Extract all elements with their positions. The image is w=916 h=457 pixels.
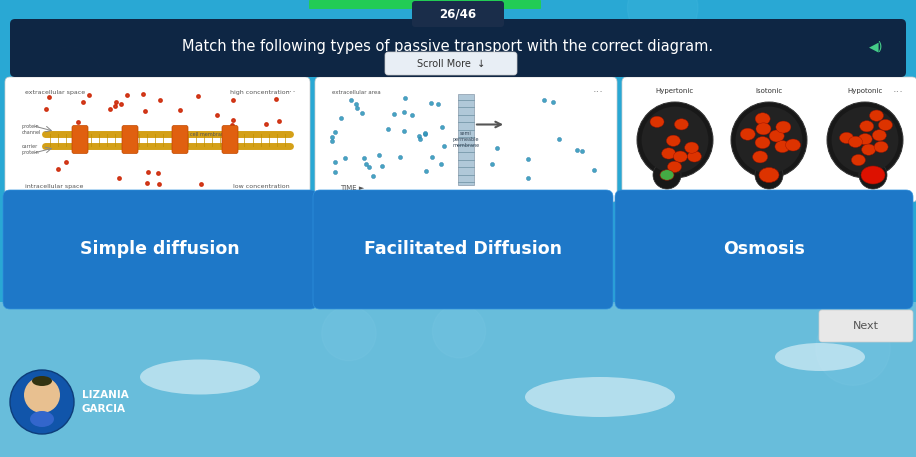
Ellipse shape <box>32 376 52 386</box>
Text: Scroll More  ↓: Scroll More ↓ <box>417 58 485 69</box>
Ellipse shape <box>840 132 854 143</box>
Text: Match the following types of passive transport with the correct diagram.: Match the following types of passive tra… <box>182 39 714 54</box>
Circle shape <box>38 47 102 111</box>
FancyBboxPatch shape <box>385 52 517 75</box>
Circle shape <box>414 71 502 158</box>
FancyBboxPatch shape <box>412 1 504 27</box>
Ellipse shape <box>786 139 801 151</box>
Circle shape <box>832 106 899 174</box>
Ellipse shape <box>769 130 784 142</box>
FancyBboxPatch shape <box>122 126 138 154</box>
Text: Simple diffusion: Simple diffusion <box>81 240 240 259</box>
Ellipse shape <box>684 142 699 153</box>
Circle shape <box>816 311 890 385</box>
Ellipse shape <box>30 411 54 427</box>
Ellipse shape <box>525 377 675 417</box>
FancyBboxPatch shape <box>313 190 613 309</box>
Text: TIME ►: TIME ► <box>340 185 365 191</box>
Text: ···: ··· <box>286 87 297 97</box>
Text: GARCIA: GARCIA <box>82 404 126 414</box>
FancyBboxPatch shape <box>172 126 188 154</box>
Ellipse shape <box>861 166 885 184</box>
Text: 26/46: 26/46 <box>440 7 476 21</box>
Circle shape <box>653 161 681 189</box>
FancyBboxPatch shape <box>10 19 906 77</box>
Ellipse shape <box>666 135 681 146</box>
FancyBboxPatch shape <box>5 77 310 202</box>
Ellipse shape <box>775 141 790 153</box>
Ellipse shape <box>660 170 674 180</box>
Ellipse shape <box>755 137 770 149</box>
Text: semi
permeable
membrane: semi permeable membrane <box>453 131 480 148</box>
Ellipse shape <box>753 151 768 163</box>
Ellipse shape <box>740 128 755 140</box>
Ellipse shape <box>687 151 702 162</box>
FancyBboxPatch shape <box>0 302 916 457</box>
Text: ···: ··· <box>893 87 904 97</box>
Ellipse shape <box>872 130 887 141</box>
Ellipse shape <box>869 110 884 121</box>
Circle shape <box>627 0 698 43</box>
Text: Next: Next <box>853 321 879 331</box>
Text: cell membrane: cell membrane <box>190 132 227 137</box>
Ellipse shape <box>851 154 866 165</box>
Ellipse shape <box>775 343 865 371</box>
Ellipse shape <box>874 141 889 153</box>
Circle shape <box>24 377 60 413</box>
Ellipse shape <box>650 116 664 128</box>
Ellipse shape <box>661 148 676 159</box>
Ellipse shape <box>759 168 779 182</box>
Text: Hypotonic: Hypotonic <box>847 88 883 94</box>
FancyBboxPatch shape <box>819 310 913 342</box>
Text: extracellular space: extracellular space <box>25 90 85 95</box>
FancyBboxPatch shape <box>315 77 617 202</box>
Text: Facilitated Diffusion: Facilitated Diffusion <box>364 240 562 259</box>
Circle shape <box>859 161 887 189</box>
Circle shape <box>801 248 866 314</box>
Text: carrier
protein: carrier protein <box>22 144 39 155</box>
FancyBboxPatch shape <box>622 77 916 202</box>
Circle shape <box>641 106 708 174</box>
Ellipse shape <box>140 360 260 394</box>
Text: intracellular space: intracellular space <box>25 184 83 189</box>
Ellipse shape <box>755 113 770 125</box>
Ellipse shape <box>848 136 863 148</box>
FancyBboxPatch shape <box>3 190 317 309</box>
FancyBboxPatch shape <box>458 94 474 185</box>
Ellipse shape <box>878 119 892 131</box>
Text: extracellular area: extracellular area <box>332 90 381 95</box>
Circle shape <box>637 102 713 178</box>
Ellipse shape <box>673 151 687 162</box>
Text: low concentration: low concentration <box>234 184 290 189</box>
Circle shape <box>10 370 74 434</box>
FancyBboxPatch shape <box>72 126 88 154</box>
Text: Osmosis: Osmosis <box>723 240 805 259</box>
FancyBboxPatch shape <box>615 190 913 309</box>
Text: ···: ··· <box>594 87 604 97</box>
Text: Isotonic: Isotonic <box>756 88 782 94</box>
FancyBboxPatch shape <box>222 126 238 154</box>
Ellipse shape <box>860 121 874 132</box>
Circle shape <box>834 239 906 310</box>
Ellipse shape <box>668 161 682 172</box>
Text: LIZANIA: LIZANIA <box>82 390 129 400</box>
Ellipse shape <box>674 119 689 130</box>
Circle shape <box>322 306 376 361</box>
Ellipse shape <box>776 121 791 133</box>
Ellipse shape <box>858 133 872 145</box>
Ellipse shape <box>756 123 771 135</box>
Circle shape <box>755 161 783 189</box>
Circle shape <box>736 106 802 174</box>
FancyBboxPatch shape <box>309 0 541 9</box>
Circle shape <box>432 305 485 358</box>
Text: protein
channel: protein channel <box>22 124 41 135</box>
Text: ◀): ◀) <box>868 41 883 53</box>
Text: high concentration: high concentration <box>231 90 290 95</box>
Circle shape <box>731 102 807 178</box>
Circle shape <box>827 102 903 178</box>
Text: Hypertonic: Hypertonic <box>656 88 694 94</box>
Ellipse shape <box>862 144 876 155</box>
